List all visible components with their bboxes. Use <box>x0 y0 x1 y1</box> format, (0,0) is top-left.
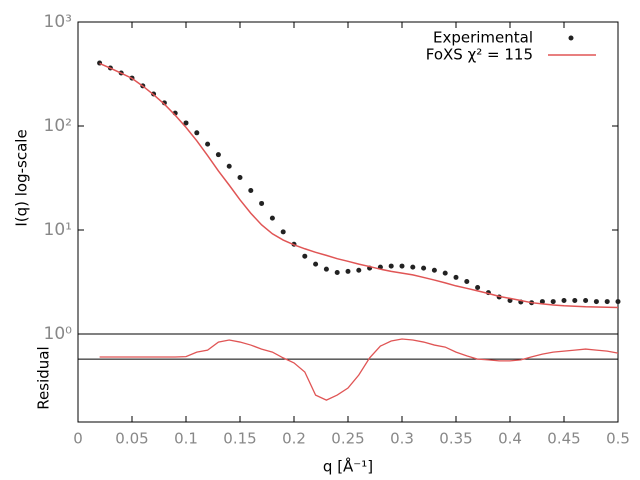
x-tick-label: 0.05 <box>115 430 148 448</box>
data-point <box>431 267 437 273</box>
fit-line <box>99 62 619 309</box>
data-point <box>269 215 275 221</box>
plot-frame <box>77 21 619 335</box>
x-tick-label: 0.35 <box>439 430 472 448</box>
data-point <box>356 267 362 273</box>
x-tick-label: 0.25 <box>331 430 364 448</box>
x-tick-label: 0.5 <box>606 430 630 448</box>
residual-frame <box>77 333 619 423</box>
y-tick-label: 10³ <box>44 12 72 32</box>
data-point <box>313 261 319 267</box>
data-point <box>194 130 200 136</box>
data-point <box>215 152 221 158</box>
data-point <box>604 299 610 305</box>
data-point <box>539 299 545 305</box>
residual-label: Residual <box>35 346 53 409</box>
data-point <box>399 263 405 269</box>
x-axis-label: q [Å⁻¹] <box>323 457 373 476</box>
x-tick-label: 0.15 <box>223 430 256 448</box>
data-point <box>205 141 211 147</box>
data-point <box>237 174 243 180</box>
x-tick-label: 0.4 <box>498 430 522 448</box>
data-point <box>572 297 578 303</box>
data-point <box>280 229 286 235</box>
data-point <box>615 299 621 305</box>
data-point <box>561 297 567 303</box>
data-point <box>302 253 308 259</box>
data-point <box>248 187 254 193</box>
data-point <box>593 299 599 305</box>
data-point <box>453 274 459 280</box>
y-tick-label: 10¹ <box>44 220 72 240</box>
data-point <box>442 270 448 276</box>
x-tick-label: 0.45 <box>547 430 580 448</box>
y-tick-label: 10² <box>44 116 72 136</box>
data-point <box>226 163 232 169</box>
data-point <box>421 265 427 271</box>
x-tick-label: 0.2 <box>282 430 306 448</box>
legend-label: FoXS χ² = 115 <box>426 46 533 64</box>
legend-label: Experimental <box>433 29 533 47</box>
data-point <box>475 284 481 290</box>
data-point <box>410 264 416 270</box>
y-axis-label: I(q) log-scale <box>13 129 31 226</box>
data-point <box>259 200 265 206</box>
x-tick-label: 0 <box>73 430 83 448</box>
y-tick-label: 10⁰ <box>44 324 73 344</box>
residual-line <box>99 338 619 401</box>
data-point <box>334 270 340 276</box>
data-point <box>583 297 589 303</box>
data-point <box>345 268 351 274</box>
x-tick-label: 0.1 <box>174 430 198 448</box>
data-point <box>550 299 556 305</box>
data-point <box>464 278 470 284</box>
data-point <box>183 120 189 126</box>
legend-marker <box>568 35 574 41</box>
x-tick-label: 0.3 <box>390 430 414 448</box>
data-point <box>388 263 394 269</box>
data-point <box>323 266 329 272</box>
